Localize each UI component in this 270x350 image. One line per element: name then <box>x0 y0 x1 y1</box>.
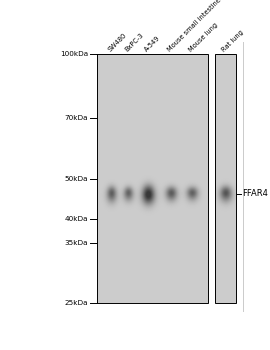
Text: BxPC-3: BxPC-3 <box>124 32 144 53</box>
Text: FFAR4: FFAR4 <box>242 189 268 198</box>
Text: 100kDa: 100kDa <box>60 51 88 57</box>
Text: 40kDa: 40kDa <box>65 216 88 222</box>
Bar <box>236 42 243 312</box>
Text: 50kDa: 50kDa <box>65 176 88 182</box>
Text: 35kDa: 35kDa <box>65 240 88 246</box>
Text: A-549: A-549 <box>144 35 161 53</box>
Bar <box>97 54 208 303</box>
Text: 70kDa: 70kDa <box>65 115 88 121</box>
Text: Mouse small intestine: Mouse small intestine <box>167 0 222 53</box>
Bar <box>215 54 236 303</box>
Text: SW480: SW480 <box>107 32 128 53</box>
Bar <box>208 42 215 312</box>
Text: Rat lung: Rat lung <box>221 29 245 53</box>
Bar <box>34 303 243 312</box>
Bar <box>34 42 97 312</box>
Bar <box>34 42 243 54</box>
Text: 25kDa: 25kDa <box>65 300 88 306</box>
Text: Mouse lung: Mouse lung <box>187 22 219 53</box>
